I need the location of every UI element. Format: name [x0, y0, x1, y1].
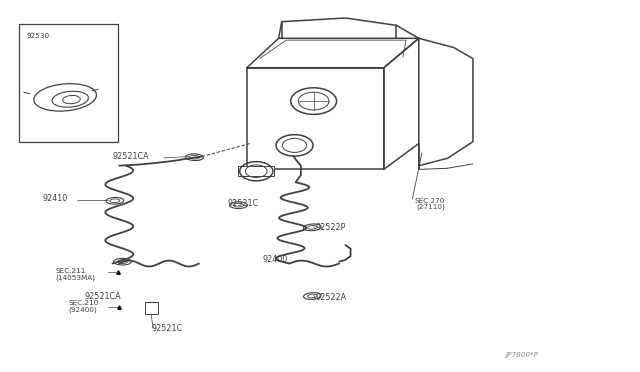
Text: SEC.210: SEC.210 [68, 300, 99, 306]
Text: 92410: 92410 [43, 194, 68, 203]
Text: 92521CA: 92521CA [84, 292, 121, 301]
Bar [145, 302, 157, 314]
Text: SEC.270: SEC.270 [414, 198, 445, 203]
Bar [19, 23, 118, 142]
Text: 92521C: 92521C [228, 199, 259, 208]
Text: JP7800*P: JP7800*P [505, 352, 538, 357]
Text: SEC.211: SEC.211 [56, 268, 86, 274]
Text: 92521CA: 92521CA [113, 152, 150, 161]
Text: 92522A: 92522A [316, 293, 347, 302]
Text: 92521C: 92521C [151, 324, 182, 333]
Text: 92400: 92400 [262, 255, 288, 264]
Text: (27110): (27110) [416, 204, 445, 211]
Text: 92522P: 92522P [316, 222, 346, 231]
Text: 92530: 92530 [27, 33, 50, 39]
Text: (92400): (92400) [68, 307, 97, 313]
Text: (14053MA): (14053MA) [56, 274, 95, 280]
Bar [239, 166, 274, 176]
